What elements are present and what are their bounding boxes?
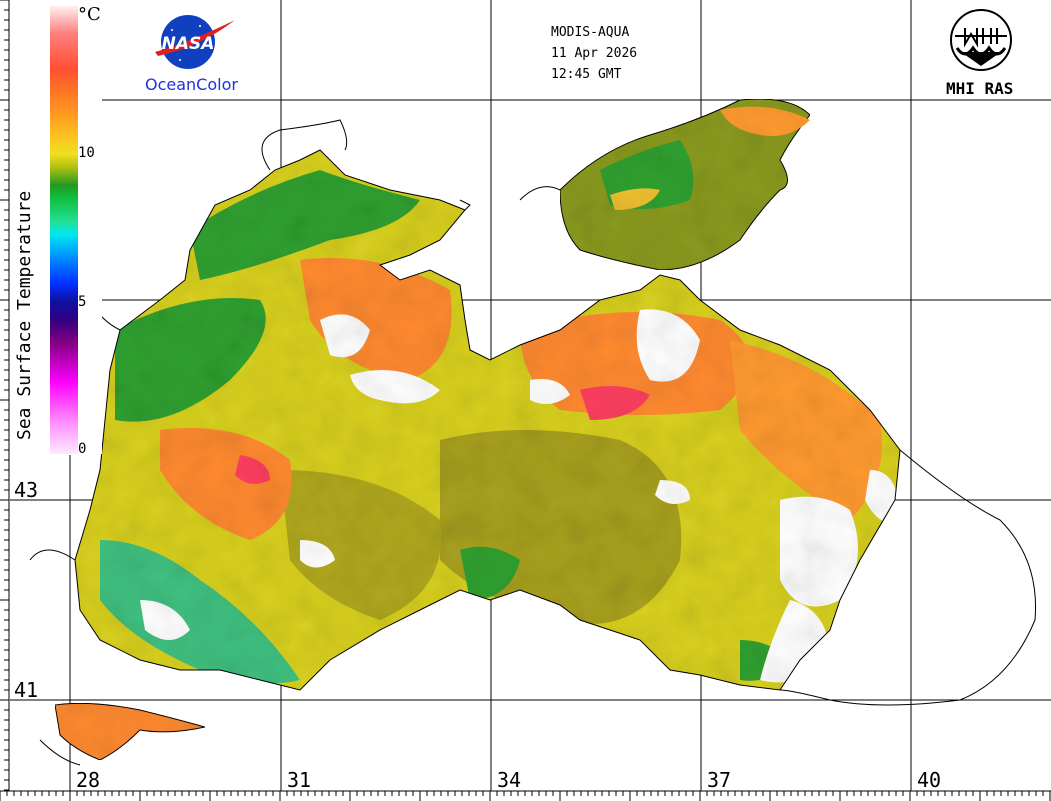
legend-title: Sea Surface Temperature	[14, 190, 35, 440]
longitude-label-40: 40	[917, 768, 942, 792]
longitude-label-34: 34	[497, 768, 522, 792]
acquisition-info: MODIS-AQUA 11 Apr 2026 12:45 GMT	[551, 22, 637, 85]
mhi-caption: MHI RAS	[946, 79, 1014, 98]
longitude-label-28: 28	[76, 768, 101, 792]
latitude-label-41: 41	[14, 678, 39, 702]
longitude-label-31: 31	[287, 768, 312, 792]
marmara-sea	[54, 702, 206, 761]
azov-sea	[559, 98, 811, 271]
legend-unit: °C	[78, 4, 101, 25]
oceancolor-caption: OceanColor	[145, 75, 238, 94]
longitude-label-37: 37	[707, 768, 732, 792]
latitude-label-43: 43	[14, 478, 39, 502]
legend-tick-5: 5	[78, 294, 87, 310]
legend-tick-10: 10	[78, 145, 95, 161]
legend	[10, 2, 102, 454]
legend-tick-0: 0	[78, 441, 87, 457]
acquisition-date: 11 Apr 2026	[551, 46, 638, 61]
temperature-colorbar	[50, 6, 78, 454]
sensor-name: MODIS-AQUA	[551, 25, 630, 40]
mhi-logo	[950, 9, 1012, 71]
nasa-logo-text: NASA	[162, 34, 215, 54]
sea-temperature-field	[75, 150, 900, 690]
nasa-logo: NASA	[155, 15, 235, 69]
acquisition-time: 12:45 GMT	[551, 67, 622, 82]
